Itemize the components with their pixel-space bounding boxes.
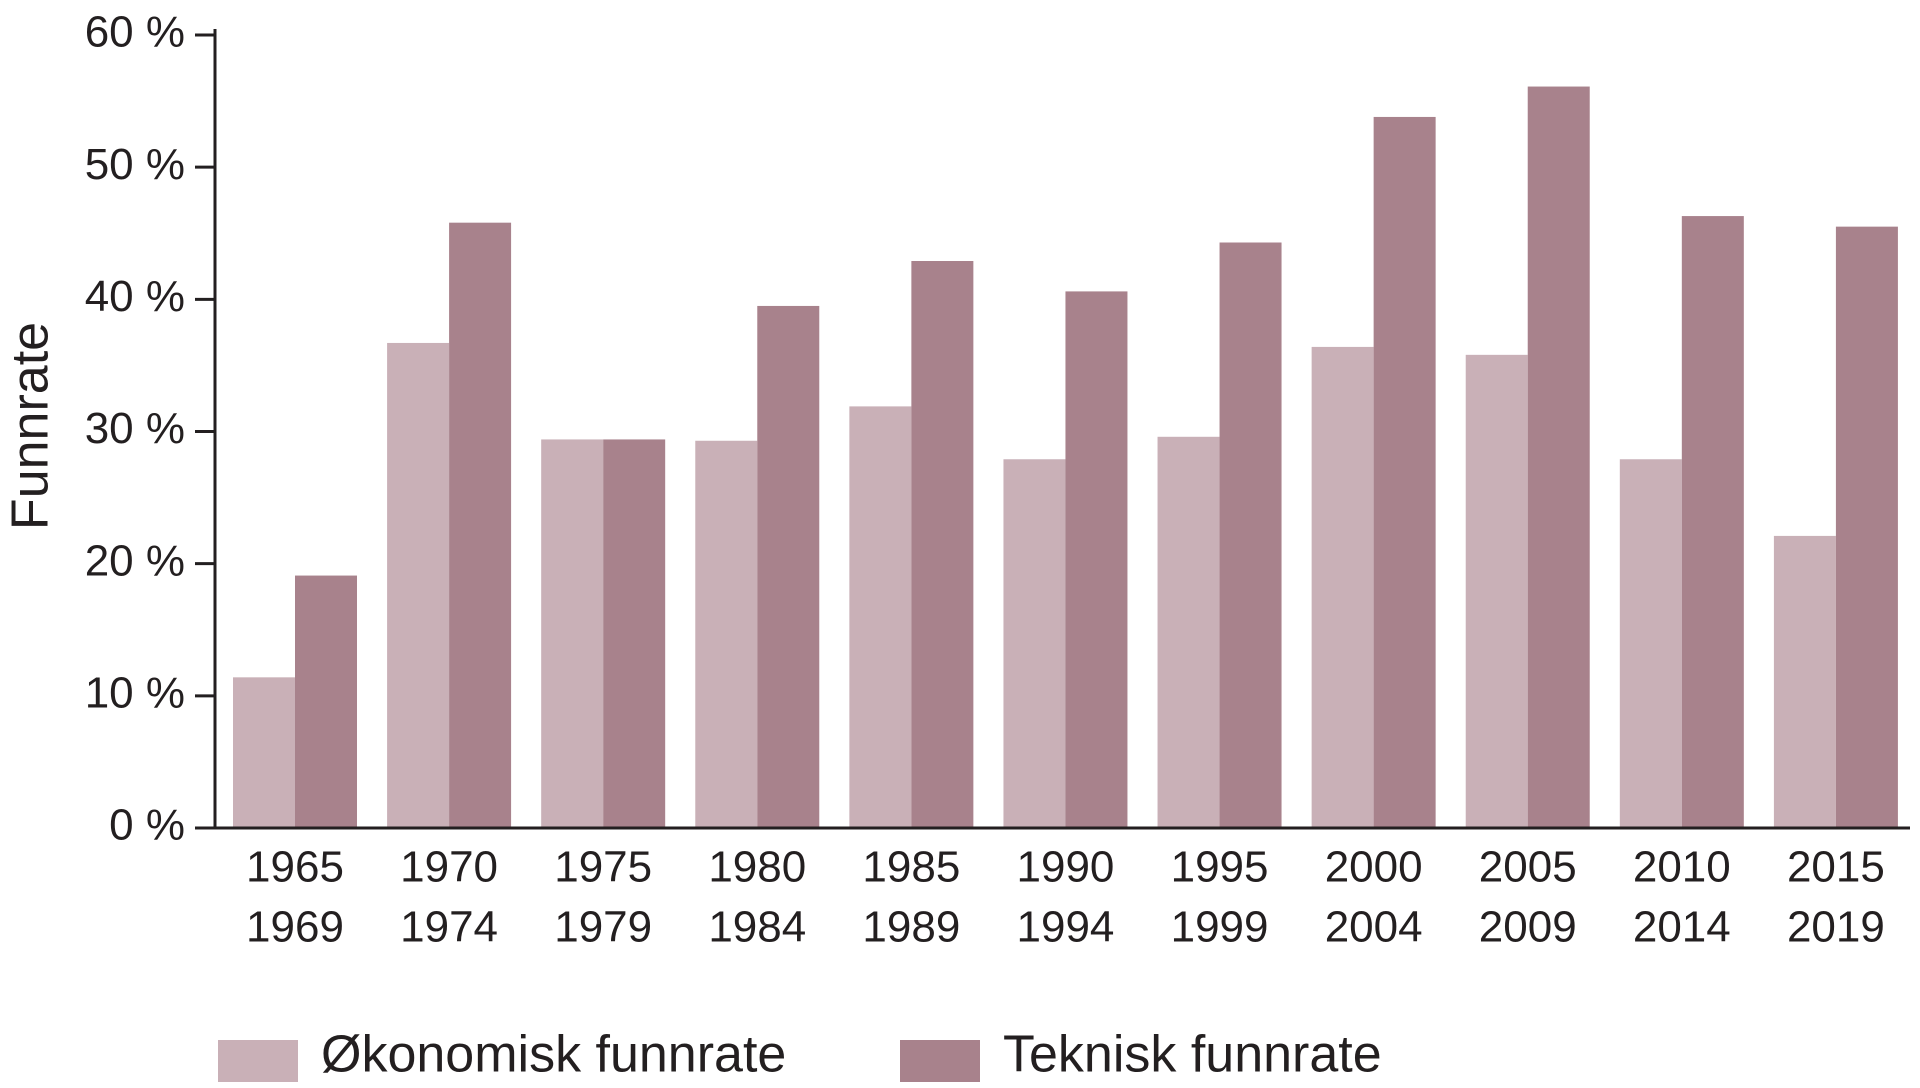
bar: [1681, 216, 1744, 828]
bar: [541, 439, 604, 828]
x-tick-label: 1969: [246, 903, 344, 952]
bar: [911, 261, 974, 828]
bar: [1219, 242, 1282, 829]
bar: [603, 439, 666, 828]
x-tick-label: 2004: [1325, 903, 1423, 952]
x-tick-label: 2000: [1325, 843, 1423, 892]
x-tick-label: 2010: [1633, 843, 1731, 892]
y-tick-label: 0 %: [109, 801, 185, 850]
legend-label: Teknisk funnrate: [1003, 1026, 1382, 1084]
x-tick-label: 1980: [708, 843, 806, 892]
x-tick-label: 1994: [1017, 903, 1115, 952]
bar: [1619, 459, 1682, 828]
bar: [295, 575, 357, 828]
bar: [1527, 86, 1590, 829]
y-tick-label: 10 %: [85, 668, 185, 717]
x-tick-label: 2015: [1787, 843, 1885, 892]
x-tick-label: 1965: [246, 843, 344, 892]
legend-label: Økonomisk funnrate: [321, 1026, 786, 1084]
x-tick-label: 2019: [1787, 903, 1885, 952]
y-tick-label: 30 %: [85, 404, 185, 453]
bar: [1773, 535, 1836, 828]
bar: [449, 222, 512, 829]
legend-swatch: [218, 1040, 298, 1082]
bar: [1311, 346, 1374, 828]
bar: [1065, 291, 1128, 828]
legend-swatch: [900, 1040, 980, 1082]
y-axis-label: Funnrate: [2, 322, 60, 530]
bar: [1373, 116, 1436, 828]
x-tick-label: 1995: [1171, 843, 1269, 892]
x-tick-label: 1999: [1171, 903, 1269, 952]
bar: [757, 305, 820, 829]
x-tick-label: 1984: [708, 903, 806, 952]
x-tick-label: 1979: [554, 903, 652, 952]
x-tick-label: 1985: [862, 843, 960, 892]
y-tick-label: 40 %: [85, 272, 185, 321]
bar: [1003, 459, 1066, 828]
bar: [1465, 354, 1528, 828]
bar: [387, 342, 450, 828]
y-tick-label: 20 %: [85, 536, 185, 585]
x-tick-label: 1989: [862, 903, 960, 952]
x-tick-label: 2005: [1479, 843, 1577, 892]
x-tick-label: 1970: [400, 843, 498, 892]
bar: [695, 440, 758, 828]
bar: [849, 406, 912, 828]
bar: [233, 677, 295, 828]
bar: [1157, 436, 1220, 828]
y-tick-label: 60 %: [85, 8, 185, 57]
x-tick-label: 1974: [400, 903, 498, 952]
x-tick-label: 2014: [1633, 903, 1731, 952]
bar: [1835, 226, 1898, 828]
y-tick-label: 50 %: [85, 140, 185, 189]
x-tick-label: 1975: [554, 843, 652, 892]
x-tick-label: 2009: [1479, 903, 1577, 952]
x-tick-label: 1990: [1017, 843, 1115, 892]
